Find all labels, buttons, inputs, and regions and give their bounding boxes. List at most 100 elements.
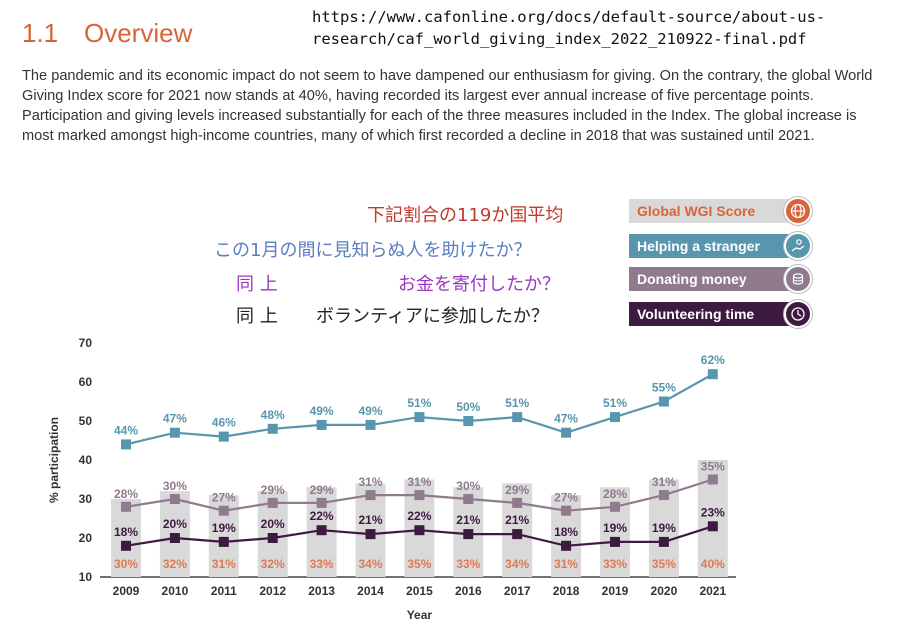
x-tick-label: 2014 [357,584,384,598]
section-heading: 1.1 Overview [22,18,192,49]
helping-data-label: 47% [554,412,578,426]
x-tick-label: 2012 [259,584,286,598]
helping-data-label: 47% [163,412,187,426]
series-point [316,419,327,430]
series-point [610,501,620,512]
y-tick-label: 70 [79,336,93,350]
legend-donating: Donating money [629,265,814,293]
volunteering-data-label: 22% [310,509,334,523]
series-point [121,439,131,450]
volunteering-data-label: 20% [163,517,187,531]
x-tick-label: 2018 [553,584,580,598]
helping-data-label: 55% [652,381,676,395]
globe-icon [784,197,812,225]
series-point [561,505,572,516]
volunteering-data-label: 19% [212,521,236,535]
series-point [267,533,278,543]
series-point [267,423,278,434]
y-tick-label: 30 [79,492,93,506]
series-point [610,536,620,547]
y-tick-label: 20 [79,531,93,545]
donating-data-label: 31% [358,475,382,489]
series-point [658,490,669,501]
series-point [218,431,229,442]
donating-data-label: 31% [652,475,676,489]
donating-data-label: 28% [114,487,138,501]
series-point [121,540,131,551]
x-tick-label: 2020 [651,584,678,598]
series-point [561,427,572,438]
legend-label: Donating money [629,267,789,291]
x-tick-label: 2013 [308,584,335,598]
legend-label: Helping a stranger [629,234,789,258]
annotation-donating: お金を寄付したか？ [398,274,560,295]
donating-data-label: 31% [407,475,431,489]
helping-data-label: 51% [407,396,431,410]
wgi-data-label: 32% [163,557,187,571]
series-point [561,540,572,551]
annotation-donating-prefix: 同 上 [236,274,278,295]
volunteering-data-label: 18% [554,525,578,539]
series-point [414,525,425,536]
volunteering-data-label: 19% [652,521,676,535]
coins-icon [784,265,812,293]
donating-data-label: 30% [456,479,480,493]
wgi-data-label: 35% [652,557,676,571]
helping-data-label: 46% [212,416,236,430]
donating-data-label: 29% [310,483,334,497]
wgi-data-label: 40% [701,557,725,571]
wgi-data-label: 31% [212,557,236,571]
donating-data-label: 27% [554,491,578,505]
series-point [365,419,376,430]
legend-label: Volunteering time [629,302,789,326]
series-point [365,529,376,540]
series-point [463,529,474,540]
wgi-data-label: 33% [310,557,334,571]
volunteering-data-label: 18% [114,525,138,539]
series-point [218,536,229,547]
series-point [707,474,718,485]
y-axis-label: % participation [47,417,61,503]
series-point [610,412,620,423]
wgi-bar [111,499,141,577]
series-point [169,427,180,438]
donating-data-label: 29% [261,483,285,497]
x-tick-label: 2016 [455,584,482,598]
intro-paragraph: The pandemic and its economic impact do … [22,68,873,144]
legend-volunteering: Volunteering time [629,300,814,328]
series-point [658,396,669,407]
wgi-data-label: 33% [456,557,480,571]
source-url[interactable]: https://www.cafonline.org/docs/default-s… [312,8,826,48]
legend-wgi: Global WGI Score [629,197,814,225]
volunteering-data-label: 20% [261,517,285,531]
donating-data-label: 27% [212,491,236,505]
series-point [658,536,669,547]
y-tick-label: 60 [79,375,93,389]
annotation-volunteering-prefix: 同 上 [236,306,278,327]
y-tick-label: 10 [79,570,93,584]
wgi-data-label: 32% [261,557,285,571]
series-point [707,369,718,380]
clock-icon [784,300,812,328]
series-point [121,501,131,512]
series-point [707,521,718,532]
series-point [512,529,523,540]
annotation-volunteering: ボランティアに参加したか？ [316,306,549,327]
helping-data-label: 51% [603,396,627,410]
x-tick-label: 2011 [211,584,237,598]
helping-data-label: 44% [114,423,138,437]
legend-stranger: Helping a stranger [629,232,814,260]
wgi-data-label: 34% [505,557,529,571]
series-point [512,497,523,508]
helping-data-label: 50% [456,400,480,414]
helping-data-label: 62% [701,353,725,367]
wgi-data-label: 33% [603,557,627,571]
helping-hand-icon [784,232,812,260]
volunteering-data-label: 19% [603,521,627,535]
x-tick-label: 2021 [699,584,726,598]
volunteering-data-label: 23% [701,505,725,519]
series-point [169,494,180,504]
x-tick-label: 2019 [602,584,629,598]
wgi-data-label: 30% [114,557,138,571]
series-point [169,533,180,543]
